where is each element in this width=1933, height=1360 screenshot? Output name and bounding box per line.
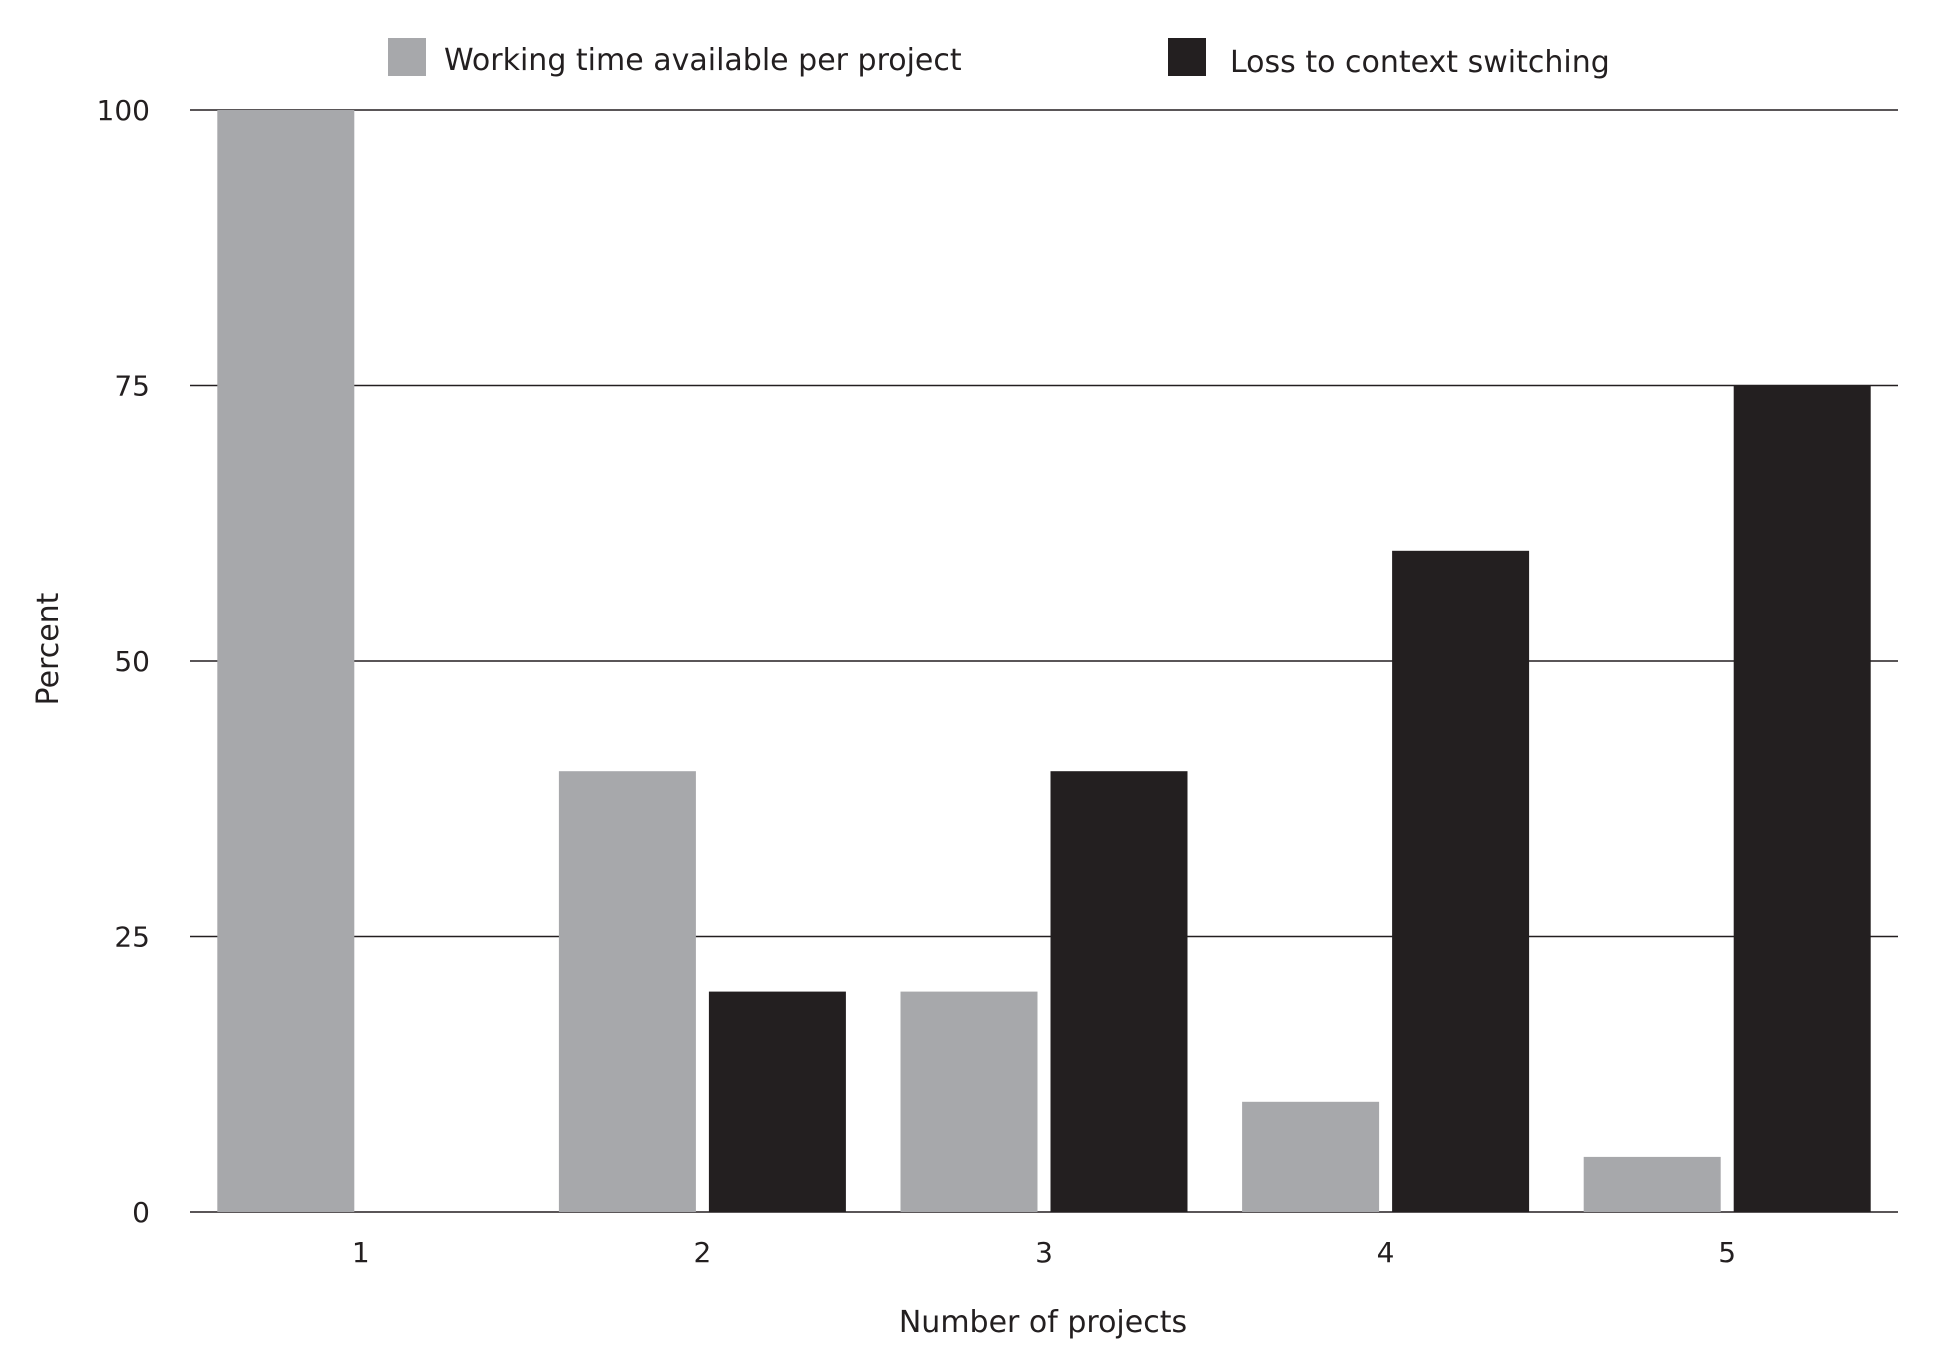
legend-swatch-working-time (388, 38, 426, 76)
legend: Working time available per project Loss … (388, 38, 1610, 80)
x-tick-label: 1 (352, 1236, 370, 1269)
y-axis-title: Percent (31, 592, 66, 705)
x-tick-label: 3 (1035, 1236, 1053, 1269)
y-tick-label: 50 (114, 645, 150, 678)
x-tick-labels: 1 2 3 4 5 (352, 1236, 1736, 1269)
y-tick-labels: 0 25 50 75 100 (97, 94, 150, 1229)
bar-context-switching-3 (1050, 771, 1188, 1212)
bar-working-time-4 (1242, 1101, 1380, 1212)
y-tick-label: 0 (132, 1196, 150, 1229)
bars (217, 110, 1871, 1212)
legend-swatch-context-switching (1168, 38, 1206, 76)
x-tick-label: 2 (693, 1236, 711, 1269)
legend-label-working-time: Working time available per project (444, 43, 962, 78)
bar-working-time-1 (217, 110, 355, 1212)
gridlines (190, 109, 1898, 1213)
y-tick-label: 100 (97, 94, 150, 127)
bar-working-time-3 (900, 991, 1038, 1212)
bar-context-switching-4 (1392, 550, 1530, 1212)
bar-working-time-2 (558, 771, 696, 1212)
y-tick-label: 25 (114, 921, 150, 954)
bar-working-time-5 (1583, 1156, 1721, 1212)
bar-context-switching-5 (1733, 385, 1871, 1212)
x-axis-title: Number of projects (899, 1305, 1187, 1340)
x-tick-label: 5 (1718, 1236, 1736, 1269)
y-tick-label: 75 (114, 370, 150, 403)
legend-label-context-switching: Loss to context switching (1230, 45, 1610, 80)
bar-context-switching-2 (708, 991, 846, 1212)
x-tick-label: 4 (1377, 1236, 1395, 1269)
